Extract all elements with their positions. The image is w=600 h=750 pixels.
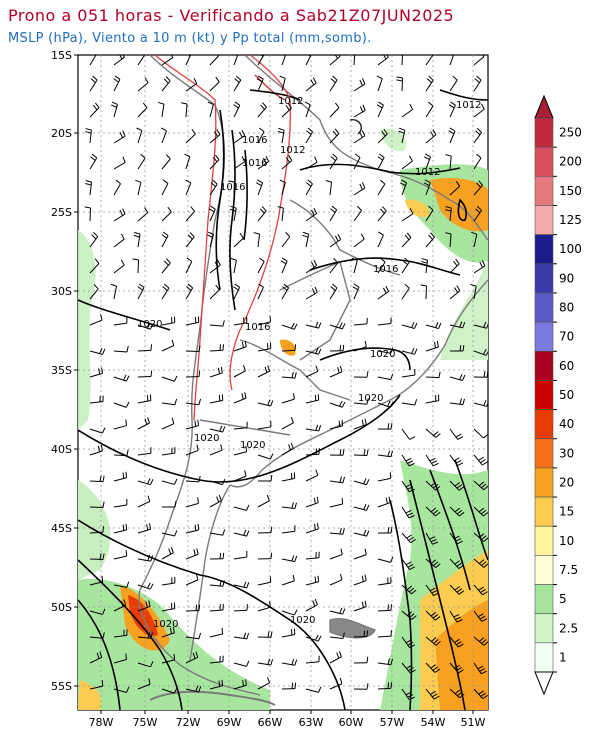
colorbar-bottom-arrow (534, 671, 554, 696)
isobar-label: 1016 (245, 322, 270, 333)
colorbar-label: 2.5 (559, 621, 578, 635)
isobar-label: 1016 (220, 182, 245, 193)
colorbar-swatch (534, 584, 554, 614)
colorbar-label: 30 (559, 446, 574, 460)
latitude-label: 30S (51, 285, 72, 298)
colorbar-swatch (534, 350, 554, 381)
colorbar-label: 200 (559, 155, 582, 169)
longitude-label: 78W (89, 716, 114, 729)
precipitation-colorbar: 250 200 150 125 100 90 80 70 60 50 40 30 20 15 10 7.5 5 2… (534, 94, 582, 696)
longitude-label: 72W (176, 716, 201, 729)
colorbar-swatch (534, 321, 554, 352)
isobar-label: 1012 (456, 100, 481, 111)
colorbar-label: 5 (559, 592, 567, 606)
colorbar-swatch (534, 292, 554, 323)
colorbar-label: 50 (559, 388, 574, 402)
longitude-label: 60W (339, 716, 364, 729)
colorbar-label: 1 (559, 650, 567, 664)
colorbar-swatch (534, 438, 554, 469)
colorbar-label: 20 (559, 475, 574, 489)
isobar-label: 1012 (415, 167, 440, 178)
colorbar-label: 7.5 (559, 563, 578, 577)
colorbar-label: 60 (559, 359, 574, 373)
map-title: Prono a 051 horas - Verificando a Sab21Z… (8, 6, 455, 25)
colorbar-swatch (534, 613, 554, 644)
colorbar-swatch (534, 496, 554, 527)
longitude-label: 51W (461, 716, 486, 729)
colorbar-top-arrow (534, 94, 554, 119)
terrain-contour (154, 55, 291, 421)
isobar-label: 1016 (242, 135, 267, 146)
latitude-label: 25S (51, 206, 72, 219)
isobar-labels: 1012 1012 1012 1012 1016 1016 1016 1016 … (137, 96, 481, 630)
colorbar-label: 100 (559, 242, 582, 256)
latitude-label: 35S (51, 364, 72, 377)
colorbar-swatch (534, 409, 554, 440)
isobar-label: 1012 (278, 96, 303, 107)
colorbar-label: 40 (559, 417, 574, 431)
wind-barbs (84, 55, 488, 701)
colorbar-label: 15 (559, 505, 574, 519)
colorbar-label: 80 (559, 301, 574, 315)
isobar-label: 1016 (373, 264, 398, 275)
longitude-label: 66W (258, 716, 283, 729)
colorbar-label: 250 (559, 126, 582, 140)
longitude-label: 69W (217, 716, 242, 729)
latitude-label: 20S (51, 127, 72, 140)
longitude-label: 57W (380, 716, 405, 729)
latitude-labels: 15S 20S 25S 30S 35S 40S 45S 50S 55S (51, 49, 78, 693)
isobar-label: 1020 (137, 319, 162, 330)
colorbar-swatch (534, 117, 554, 148)
isobar-label: 1020 (153, 619, 178, 630)
colorbar-swatch (534, 263, 554, 294)
latitude-label: 15S (51, 49, 72, 62)
latitude-label: 40S (51, 443, 72, 456)
longitude-label: 75W (133, 716, 158, 729)
latitude-label: 45S (51, 522, 72, 535)
colorbar-label: 70 (559, 330, 574, 344)
colorbar-swatch (534, 146, 554, 177)
isobar-label: 1020 (358, 393, 383, 404)
colorbar-swatch (534, 205, 554, 235)
longitude-labels: 78W 75W 72W 69W 66W 63W 60W 57W 54W 51W (89, 710, 486, 729)
colorbar-swatch (534, 525, 554, 556)
colorbar-swatch (534, 380, 554, 410)
colorbar-swatch (534, 467, 554, 498)
colorbar-label: 125 (559, 213, 582, 227)
colorbar-label: 10 (559, 534, 574, 548)
map-subtitle: MSLP (hPa), Viento a 10 m (kt) y Pp tota… (8, 31, 372, 46)
isobar-label: 1020 (290, 615, 315, 626)
latitude-label: 50S (51, 601, 72, 614)
colorbar-swatch (534, 555, 554, 585)
isobar-label: 1020 (194, 433, 219, 444)
isobars (78, 89, 488, 710)
longitude-label: 54W (421, 716, 446, 729)
colorbar-label: 150 (559, 184, 582, 198)
isobar-label: 1020 (370, 349, 395, 360)
precipitation-shading (78, 128, 488, 710)
isobar-label: 1016 (242, 158, 267, 169)
longitude-label: 63W (299, 716, 324, 729)
latitude-label: 55S (51, 680, 72, 693)
colorbar-swatch (534, 176, 554, 206)
colorbar-label: 90 (559, 271, 574, 285)
isobar-label: 1012 (280, 145, 305, 156)
isobar-label: 1020 (240, 440, 265, 451)
colorbar-swatch (534, 642, 554, 673)
colorbar-swatch (534, 234, 554, 265)
lat-lon-grid (78, 55, 488, 710)
